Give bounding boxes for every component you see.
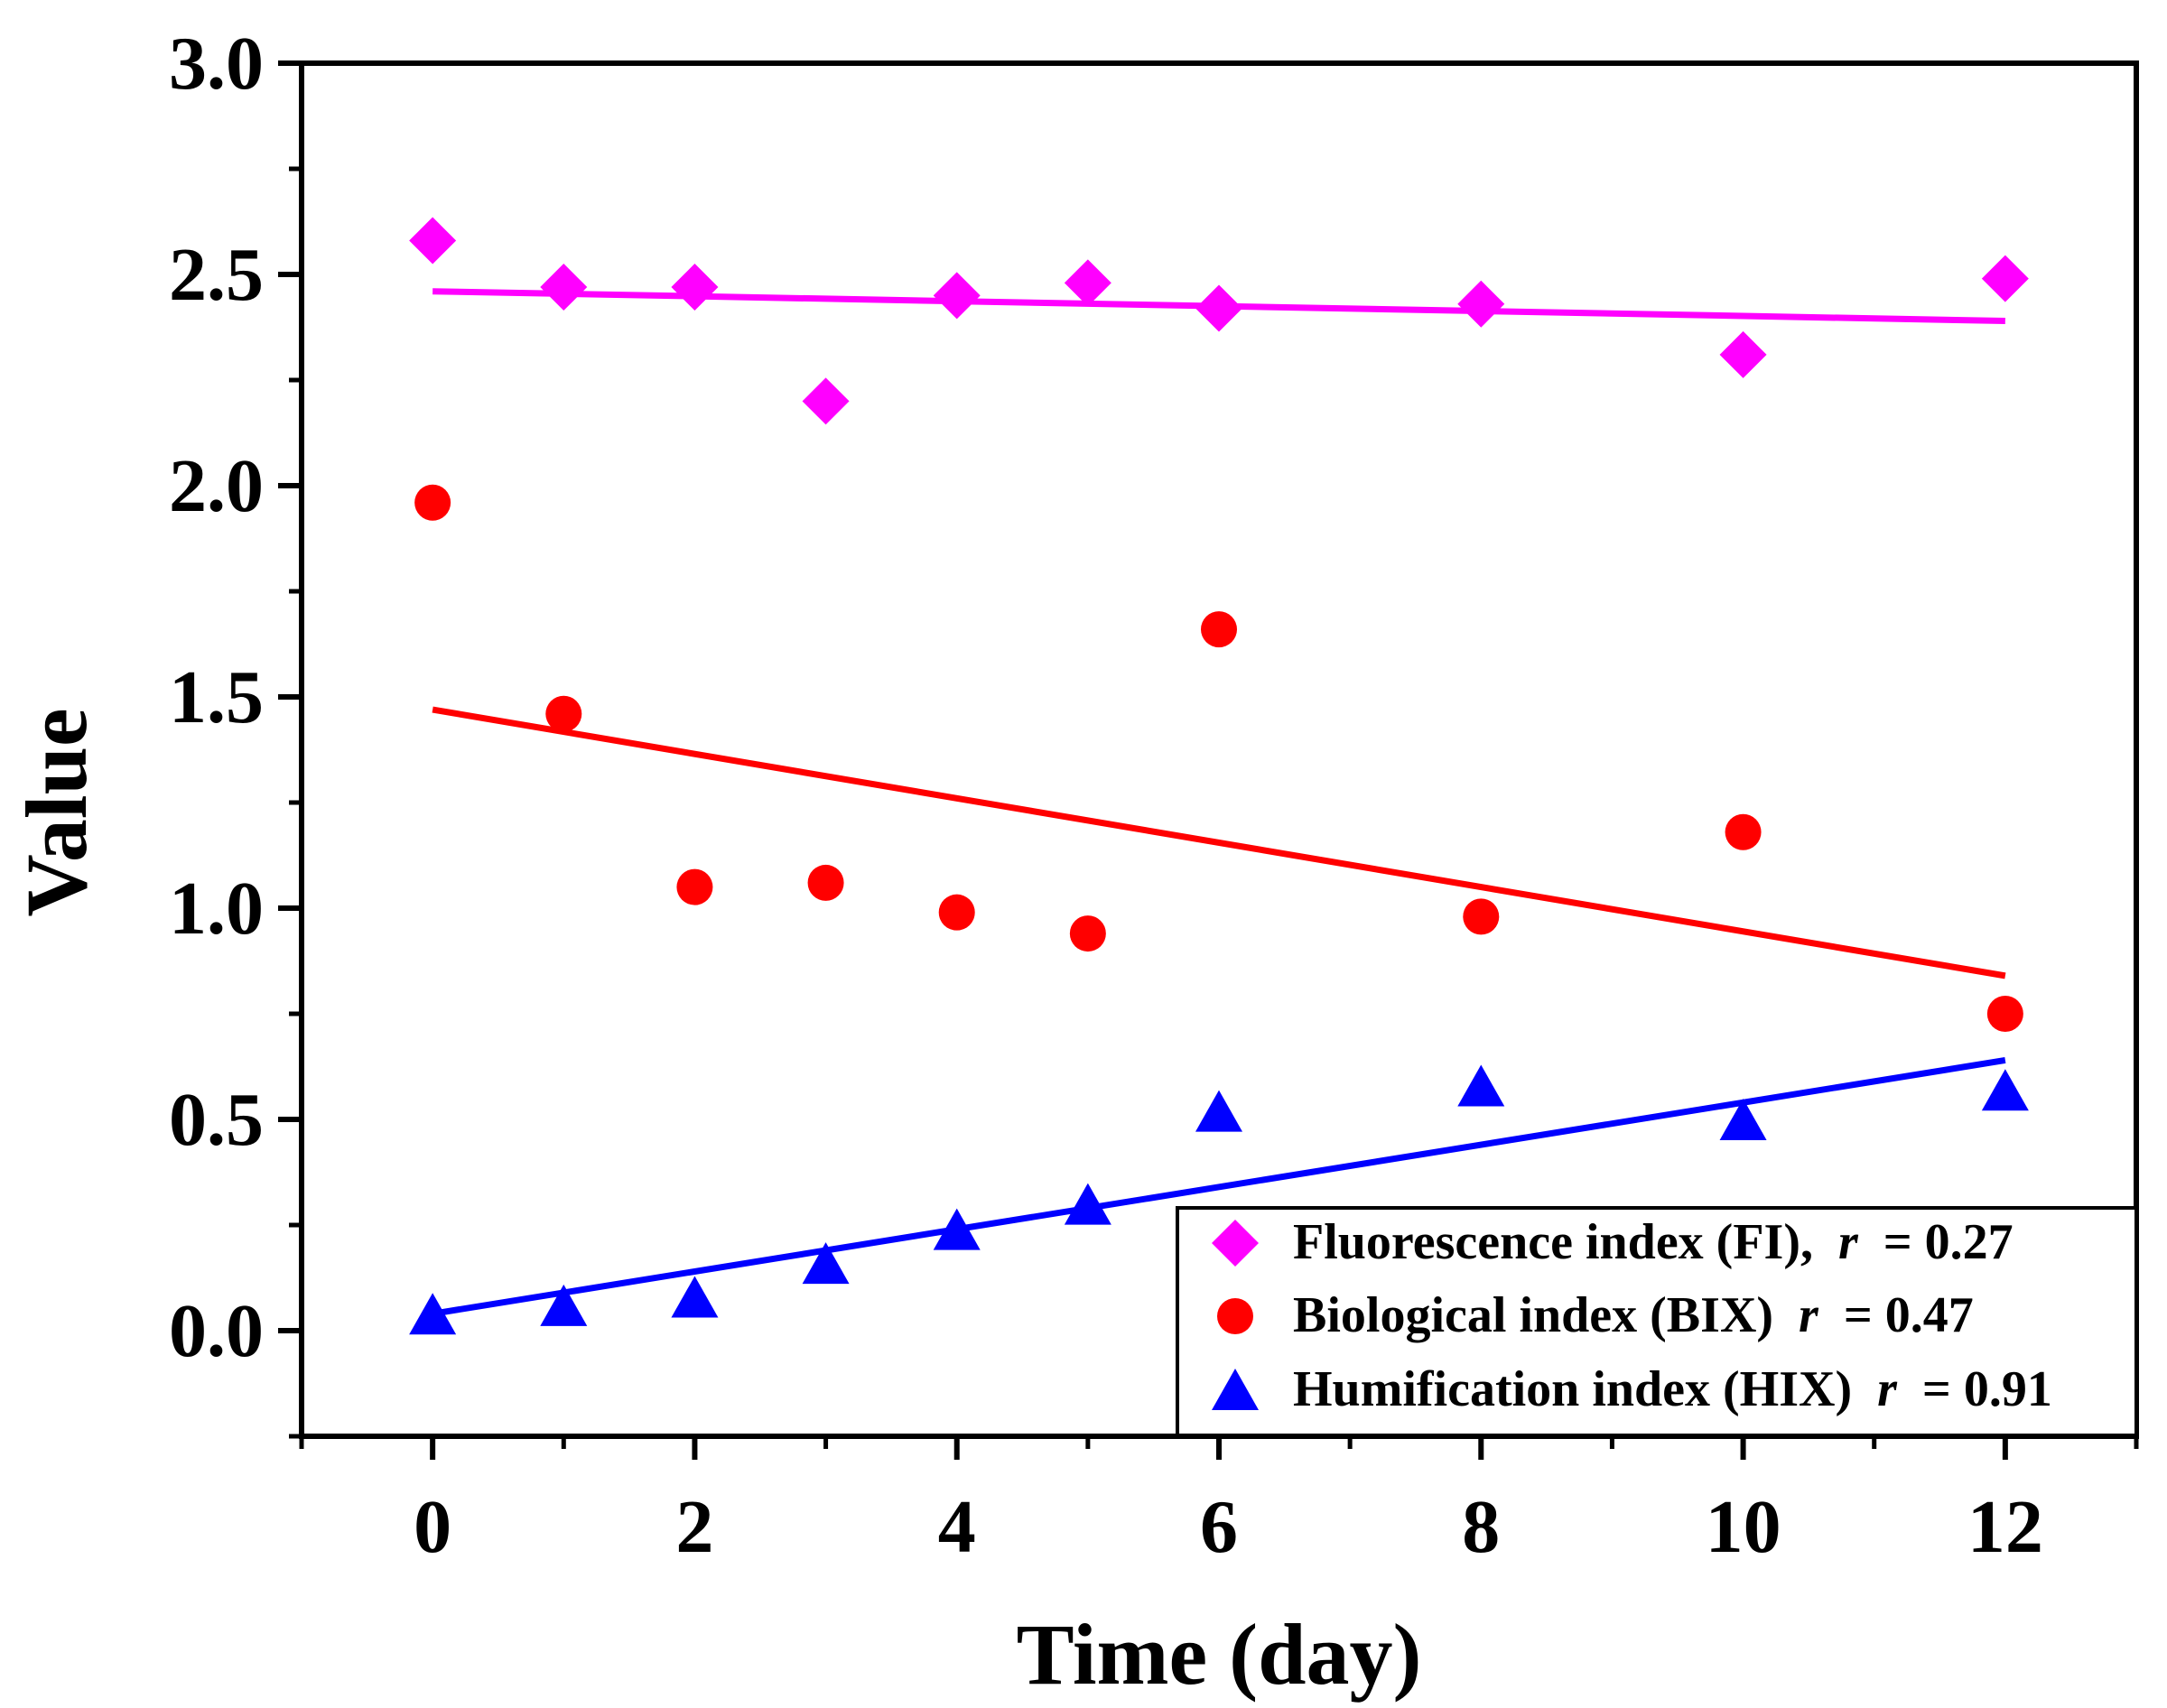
data-point-hix [802,1242,850,1285]
legend-item-hix: Humification index (HIX) r = 0.91 [1293,1361,2052,1417]
fit-lines [432,288,2006,1317]
y-tick-label: 1.0 [169,867,264,951]
data-point-fi [540,264,588,311]
x-tick-label: 2 [675,1485,713,1569]
y-axis-title: Value [8,708,105,916]
data-point-bix [807,864,844,901]
legend-marker-fi [1212,1220,1259,1267]
data-point-bix [676,868,713,905]
x-tick-label: 8 [1462,1485,1500,1569]
y-axis-ticks: 0.0 0.5 1.0 1.5 2.0 2.5 3.0 [169,22,302,1439]
data-point-fi [1719,330,1767,378]
data-point-bix [414,484,451,521]
x-tick-label: 4 [938,1485,976,1569]
legend-markers [1212,1220,1259,1410]
x-tick-label: 12 [1967,1485,2043,1569]
data-point-bix [938,894,975,931]
legend-item-bix: Biological index (BIX) r = 0.47 [1293,1287,1974,1343]
data-point-bix [1725,813,1762,850]
data-point-bix [1201,611,1237,648]
legend-marker-bix [1217,1298,1253,1334]
data-point-hix [1981,1069,2029,1111]
y-tick-label: 3.0 [169,22,264,106]
y-tick-label: 1.5 [169,655,264,739]
data-point-fi [1981,255,2029,302]
legend-r-label-hix: r [1877,1361,1898,1417]
legend-marker-hix [1212,1369,1259,1410]
x-tick-label: 0 [414,1485,451,1569]
x-axis-title: Time (day) [1017,1606,1422,1703]
data-point-fi [1457,280,1505,328]
legend-r-value-hix: = 0.91 [1910,1361,2052,1417]
y-tick-label: 2.5 [169,233,264,317]
data-point-hix [933,1208,981,1250]
x-tick-label: 10 [1706,1485,1781,1569]
data-point-hix [540,1284,588,1326]
data-point-hix [1719,1099,1767,1140]
fit-line-bix [432,706,2006,979]
legend-item-fi: Fluorescence index (FI), r = 0.27 [1293,1214,2014,1270]
x-tick-label: 6 [1200,1485,1238,1569]
data-point-fi [933,272,981,320]
data-point-bix [1986,996,2023,1032]
data-point-bix [545,695,582,732]
data-point-hix [671,1276,719,1318]
data-point-hix [1064,1183,1111,1225]
legend-r-value-fi: = 0.27 [1871,1214,2014,1270]
legend: Fluorescence index (FI), r = 0.27 Biolog… [1176,1206,2138,1437]
legend-box [1176,1206,2138,1437]
data-point-bix [1463,898,1500,935]
data-points [409,217,2029,1335]
legend-r-label-fi: r [1838,1214,1859,1270]
data-point-fi [409,217,457,265]
data-point-hix [1195,1090,1242,1132]
x-axis-ticks: 0 2 4 6 8 10 12 [299,1436,2139,1569]
y-tick-label: 0.5 [169,1078,264,1162]
legend-r-value-bix: = 0.47 [1831,1287,1974,1343]
legend-label-hix: Humification index (HIX) [1293,1361,1852,1417]
y-tick-label: 0.0 [169,1289,264,1373]
legend-label-fi: Fluorescence index (FI), [1293,1214,1813,1270]
legend-label-bix: Biological index (BIX) [1293,1287,1773,1343]
y-tick-label: 2.0 [169,444,264,528]
data-point-fi [1195,284,1242,332]
data-point-fi [802,377,850,425]
data-point-hix [409,1293,457,1335]
data-point-hix [1457,1064,1505,1107]
data-point-fi [1064,259,1111,307]
data-point-fi [671,264,719,311]
legend-r-label-bix: r [1799,1287,1819,1343]
data-point-bix [1069,915,1106,952]
